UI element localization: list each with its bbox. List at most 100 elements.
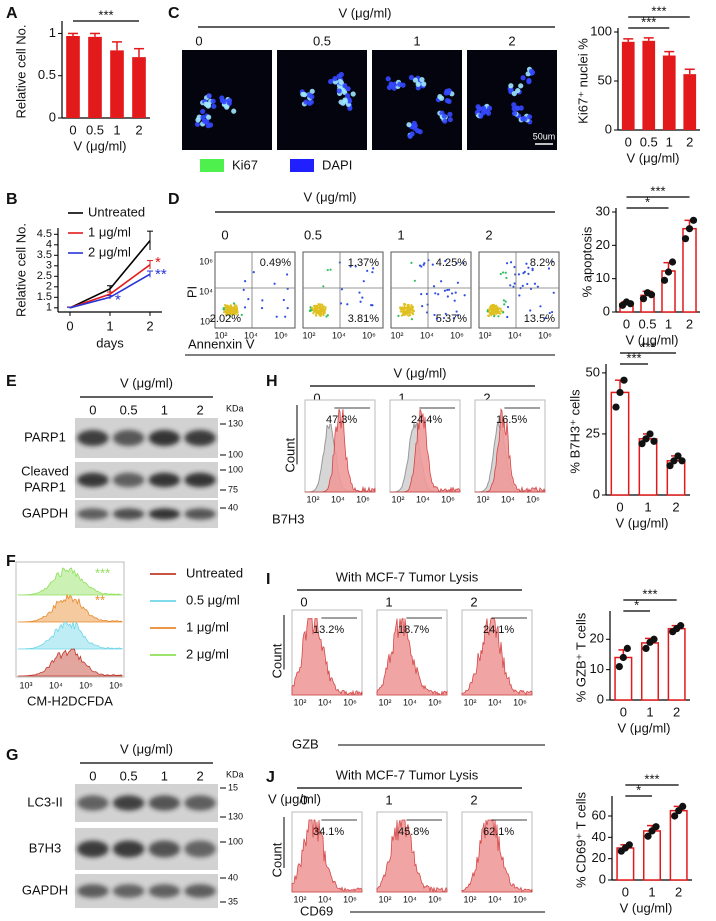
y-tick-label: 10: [590, 661, 604, 676]
nucleus: [528, 68, 535, 74]
flow-plot: [214, 251, 296, 329]
histogram: [475, 407, 546, 494]
event: [286, 273, 289, 276]
bar: [132, 57, 146, 118]
x-tick-label: 1: [665, 316, 672, 331]
y-tick-label: 0: [603, 303, 610, 318]
nucleus: [336, 88, 342, 94]
x-axis-title: B7H3: [272, 511, 305, 526]
event: [432, 285, 436, 288]
header: With MCF-7 Tumor Lysis: [336, 767, 479, 782]
event: [405, 309, 408, 313]
event: [536, 285, 539, 288]
event: [235, 304, 238, 307]
y-tick-label: 4.5: [37, 228, 52, 240]
bar: [88, 36, 102, 118]
axis-tick: 10²: [390, 330, 403, 340]
x-tick-label: 0.5: [638, 316, 656, 331]
event: [284, 315, 287, 318]
axis-tick: 10²: [293, 894, 306, 904]
event: [225, 307, 229, 311]
event: [529, 309, 532, 312]
axis-tick: 10⁶: [343, 697, 357, 707]
nucleus: [204, 102, 210, 108]
axis-tick: 10²: [302, 330, 315, 340]
y-axis-title: PI: [184, 286, 199, 298]
axis-tick: 10⁴: [508, 330, 522, 340]
nucleus: [306, 100, 313, 106]
axis-tick: 10⁴: [332, 330, 346, 340]
marker-label: 130: [228, 418, 243, 428]
x-tick-label: 2: [672, 499, 679, 514]
data-point: [642, 644, 650, 652]
panel-label: A: [6, 5, 18, 22]
y-tick-label: 1: [46, 302, 52, 314]
legend-label: Untreated: [88, 204, 145, 219]
nucleus: [338, 79, 344, 86]
axis-tick: 10²: [293, 697, 306, 707]
nucleus: [421, 81, 427, 87]
event: [522, 272, 525, 275]
event: [487, 314, 491, 318]
event: [309, 308, 312, 311]
event: [490, 314, 493, 317]
nucleus: [342, 98, 348, 104]
nucleus: [417, 129, 423, 135]
event: [499, 312, 502, 315]
event: [502, 299, 506, 302]
gate-percent: 24.1%: [483, 624, 514, 636]
error-bar: [107, 295, 113, 299]
lane-label: 0.5: [120, 768, 138, 783]
axis-tick: 10³: [19, 680, 32, 690]
unit: KDa: [226, 403, 244, 413]
axis-tick: 10²: [378, 697, 391, 707]
event: [492, 312, 495, 315]
y-tick-label: 3.5: [37, 249, 52, 261]
event: [261, 299, 264, 302]
annotation: **: [155, 266, 167, 283]
axis-tick: 10⁴: [403, 697, 417, 707]
event: [235, 308, 239, 311]
axis-tick: 10⁴: [501, 494, 515, 504]
data-point: [638, 440, 646, 448]
event: [539, 305, 542, 308]
axis-tick: 10⁴: [318, 697, 332, 707]
y-tick-label: 0: [49, 109, 56, 124]
lane-label: 1: [161, 768, 168, 783]
error-bar: [68, 32, 78, 36]
row-label: GAPDH: [22, 882, 68, 897]
nucleus: [207, 122, 214, 128]
event: [322, 312, 325, 315]
gate-percent: 18.7%: [398, 624, 429, 636]
panel-label: J: [266, 769, 275, 786]
event: [235, 306, 238, 309]
event: [490, 310, 493, 313]
y-tick-label: 40: [592, 829, 606, 844]
header: V (μg/ml): [120, 375, 173, 390]
event: [406, 306, 409, 309]
nucleus: [194, 121, 201, 127]
event: [512, 285, 515, 288]
axis-tick: 10²: [463, 894, 476, 904]
event: [513, 282, 516, 285]
axis-tick: 10⁶: [362, 330, 376, 340]
quadrant-percent: 5.37%: [436, 313, 467, 325]
nucleus: [203, 118, 209, 125]
event: [447, 288, 451, 291]
data-point: [689, 216, 698, 224]
quadrant-percent: 1.37%: [348, 257, 379, 269]
event: [273, 282, 276, 285]
x-tick-label: 0: [66, 318, 73, 333]
event: [517, 273, 521, 276]
event: [551, 260, 554, 263]
nucleus: [406, 122, 412, 128]
panel-label: E: [6, 373, 17, 390]
data-point: [678, 457, 686, 465]
event: [322, 285, 325, 288]
event: [247, 297, 250, 301]
event: [454, 291, 457, 294]
panel-label: B: [6, 191, 18, 208]
axis-tick: 10⁶: [428, 894, 442, 904]
axis-tick: 10²: [478, 330, 491, 340]
nucleus: [219, 98, 226, 104]
